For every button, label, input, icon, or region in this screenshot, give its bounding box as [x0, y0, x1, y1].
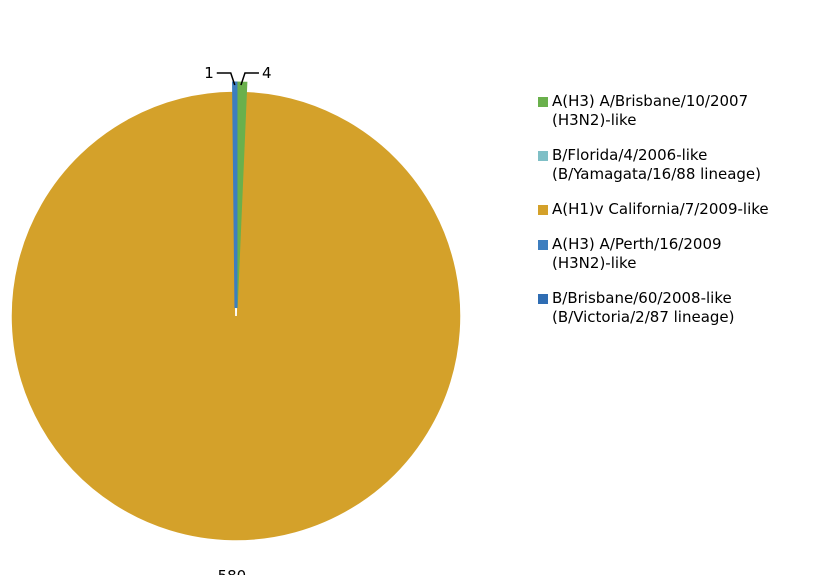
legend-item: B/Brisbane/60/2008-like (B/Victoria/2/87…: [538, 289, 834, 327]
data-label-0: 4: [262, 64, 272, 82]
leader-lines: [216, 72, 259, 86]
legend-label: A(H3) A/Brisbane/10/2007 (H3N2)-like: [552, 92, 749, 129]
legend-swatch: [538, 151, 548, 161]
legend-label: B/Florida/4/2006-like (B/Yamagata/16/88 …: [552, 146, 761, 183]
data-label-2: 580: [218, 567, 247, 575]
legend-item: A(H3) A/Brisbane/10/2007 (H3N2)-like: [538, 92, 834, 130]
legend-swatch: [538, 205, 548, 215]
legend-item: A(H1)v California/7/2009-like: [538, 200, 834, 219]
pie-slices: [10, 81, 462, 542]
legend-swatch: [538, 97, 548, 107]
leader-line-3: [216, 72, 236, 86]
legend: A(H3) A/Brisbane/10/2007 (H3N2)-like B/Fl…: [538, 92, 834, 343]
data-labels: 4 580 1: [204, 64, 271, 575]
legend-label: A(H3) A/Perth/16/2009 (H3N2)-like: [552, 235, 722, 272]
data-label-3: 1: [204, 64, 214, 82]
legend-item: A(H3) A/Perth/16/2009 (H3N2)-like: [538, 235, 834, 273]
legend-swatch: [538, 240, 548, 250]
legend-label: B/Brisbane/60/2008-like (B/Victoria/2/87…: [552, 289, 735, 326]
leader-line-0: [240, 72, 259, 86]
legend-swatch: [538, 294, 548, 304]
legend-label: A(H1)v California/7/2009-like: [552, 200, 769, 218]
legend-item: B/Florida/4/2006-like (B/Yamagata/16/88 …: [538, 146, 834, 184]
